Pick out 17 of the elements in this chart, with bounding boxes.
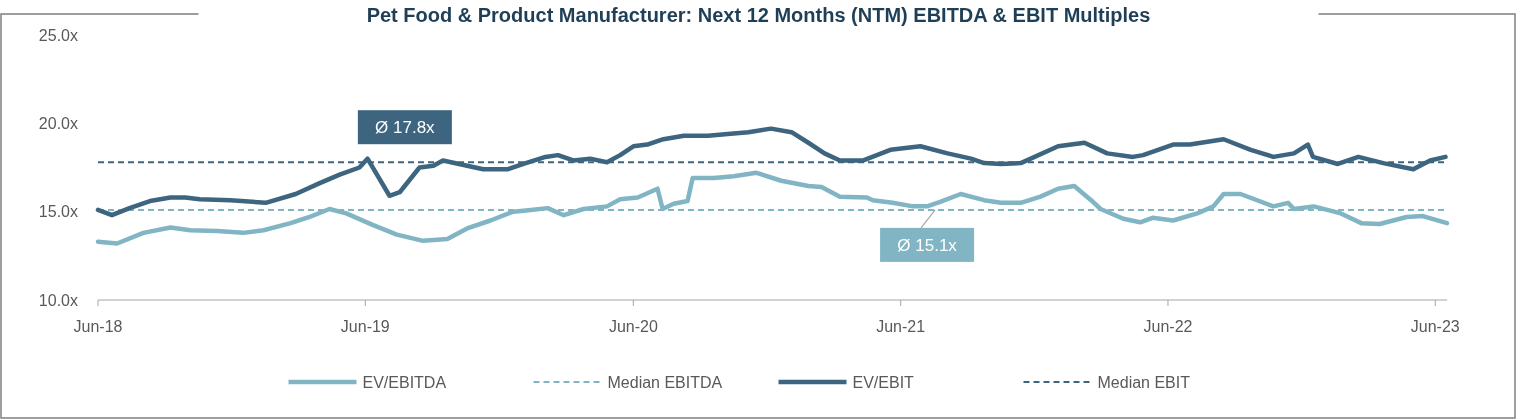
x-tick-label: Jun-22: [1143, 318, 1193, 335]
x-tick-label: Jun-18: [73, 318, 123, 335]
x-tick-label: Jun-20: [608, 318, 658, 335]
y-tick-label: 10.0x: [38, 291, 78, 309]
x-tick-label: Jun-19: [340, 318, 390, 335]
y-tick-label: 25.0x: [38, 26, 78, 44]
legend-label: Median EBIT: [1097, 373, 1191, 391]
y-tick-label: 15.0x: [38, 203, 78, 221]
legend-label: EV/EBIT: [852, 373, 915, 391]
x-tick-label: Jun-21: [876, 318, 926, 335]
legend-label: Median EBITDA: [607, 373, 723, 391]
annotation: Ø 17.8x: [375, 118, 436, 138]
x-tick-label: Jun-23: [1410, 318, 1460, 335]
chart-title: Pet Food & Product Manufacturer: Next 12 Months (NTM) EBITDA & EBIT Multiples: [366, 4, 1151, 26]
legend-label: EV/EBITDA: [362, 373, 447, 391]
annotation: Ø 15.1x: [897, 235, 958, 255]
y-tick-label: 20.0x: [38, 114, 78, 132]
